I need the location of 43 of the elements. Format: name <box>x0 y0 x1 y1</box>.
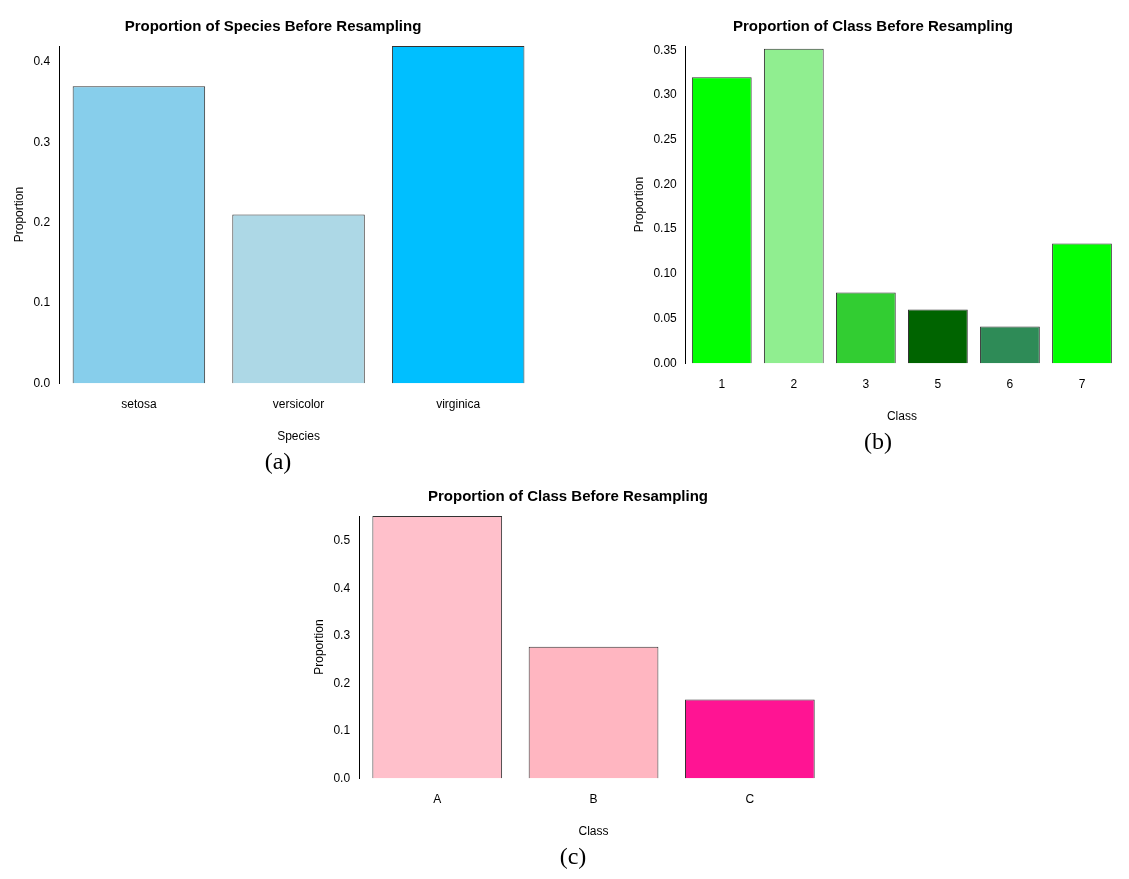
x-tick-label: B <box>589 791 598 806</box>
x-tick-label: 6 <box>1006 376 1014 391</box>
y-tick-label: 0.5 <box>333 533 351 548</box>
chart-title: Proportion of Class Before Resampling <box>427 487 709 505</box>
y-tick-label: 0.0 <box>33 375 51 390</box>
y-tick-label: 0.4 <box>33 54 51 69</box>
y-tick-label: 0.0 <box>333 770 351 785</box>
y-tick-label: 0.2 <box>33 214 51 229</box>
y-tick-label: 0.25 <box>653 132 678 147</box>
text: (c) <box>558 843 588 870</box>
y-axis-title: Proportion <box>311 619 326 675</box>
x-tick-label: 7 <box>1078 376 1086 391</box>
y-tick-label: 0.3 <box>333 628 351 643</box>
x-axis-title: Class <box>886 409 917 424</box>
x-axis-title: Class <box>578 824 609 839</box>
y-tick-label: 0.15 <box>653 221 678 236</box>
y-tick-label: 0.30 <box>653 87 678 102</box>
x-tick-label: 2 <box>790 376 798 391</box>
x-tick-label: A <box>433 791 442 806</box>
x-tick-label: versicolor <box>272 396 325 411</box>
chart-title: Proportion of Species Before Resampling <box>124 17 422 35</box>
y-axis-title: Proportion <box>631 176 646 233</box>
y-tick-label: 0.20 <box>653 176 678 191</box>
text: (a) <box>263 448 293 475</box>
x-tick-label: setosa <box>121 396 157 411</box>
y-tick-label: 0.00 <box>653 355 678 370</box>
y-tick-label: 0.05 <box>653 310 678 325</box>
y-tick-label: 0.4 <box>333 580 351 595</box>
chart-title: Proportion of Class Before Resampling <box>732 17 1014 35</box>
x-tick-label: C <box>745 791 755 806</box>
y-tick-label: 0.1 <box>33 295 51 310</box>
x-tick-label: 3 <box>862 376 870 391</box>
y-tick-label: 0.2 <box>333 675 351 690</box>
x-tick-label: virginica <box>436 396 481 411</box>
y-tick-label: 0.10 <box>653 266 678 281</box>
y-tick-label: 0.35 <box>653 42 678 57</box>
x-axis-title: Species <box>277 429 320 444</box>
y-axis-title: Proportion <box>11 186 26 243</box>
y-tick-label: 0.1 <box>333 723 351 738</box>
text: (b) <box>863 428 893 455</box>
y-tick-label: 0.3 <box>33 134 51 149</box>
x-tick-label: 5 <box>934 376 942 391</box>
x-tick-label: 1 <box>718 376 726 391</box>
